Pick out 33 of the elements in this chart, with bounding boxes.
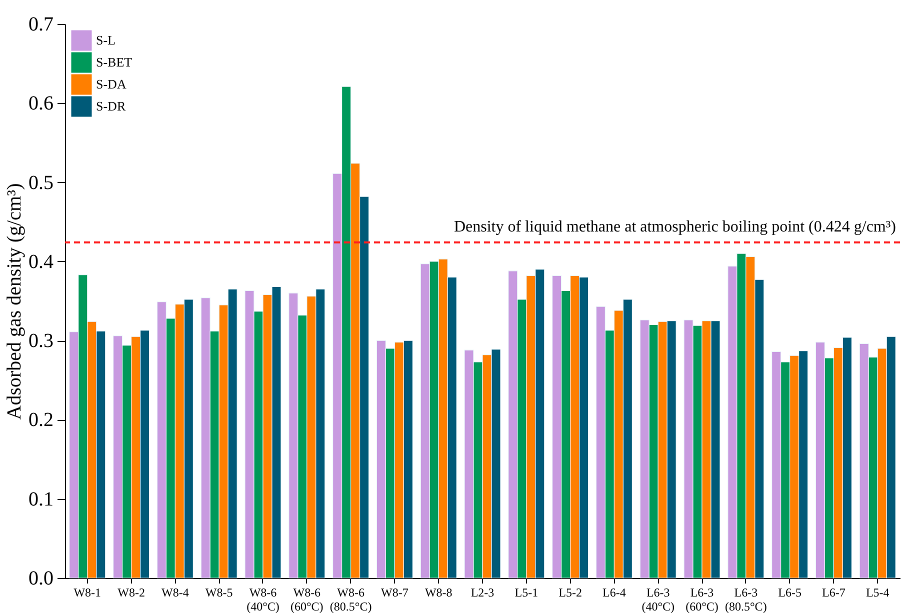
x-tick-label: L6-3 (40°C)	[642, 586, 675, 614]
x-tick-label: L5-2	[558, 586, 582, 600]
x-tick-label: L6-5	[778, 586, 802, 600]
legend-label: S-DA	[96, 76, 127, 92]
legend-label: S-DR	[96, 98, 126, 114]
y-tick-label: 0.3	[28, 330, 54, 352]
y-tick-label: 0.7	[28, 14, 54, 36]
x-tick-label: L6-4	[602, 586, 626, 600]
y-tick-label: 0.5	[28, 172, 54, 194]
x-tick-label: L5-1	[514, 586, 538, 600]
x-tick-label: W8-5	[205, 586, 233, 600]
legend-label: S-BET	[96, 54, 132, 70]
y-axis-title: Adsorbed gas density (g/cm³)	[4, 183, 26, 420]
x-tick-label: L6-7	[822, 586, 846, 600]
x-tick-label: W8-6 (80.5°C)	[330, 586, 372, 614]
x-tick-label: W8-6 (60°C)	[290, 586, 324, 614]
x-tick-label: W8-8	[424, 586, 452, 600]
legend-label: S-L	[96, 32, 116, 48]
ref-line-label: Density of liquid methane at atmospheric boiling point (0.424 g/cm³)	[454, 218, 896, 236]
x-tick-label: W8-6 (40°C)	[246, 586, 280, 614]
x-tick-label: L6-3 (80.5°C)	[725, 586, 767, 614]
x-tick-label: L2-3	[470, 586, 494, 600]
x-tick-label: W8-1	[74, 586, 102, 600]
x-tick-label: L5-4	[866, 586, 890, 600]
x-tick-label: W8-7	[381, 586, 408, 600]
y-tick-label: 0.1	[28, 488, 54, 510]
y-tick-label: 0.4	[28, 250, 54, 273]
x-tick-label: L6-3 (60°C)	[686, 586, 718, 614]
y-tick-label: 0.0	[28, 568, 54, 590]
x-tick-label: W8-2	[118, 586, 145, 600]
y-tick-label: 0.2	[28, 409, 54, 432]
x-tick-label: W8-4	[162, 586, 189, 600]
y-tick-label: 0.6	[28, 92, 54, 115]
